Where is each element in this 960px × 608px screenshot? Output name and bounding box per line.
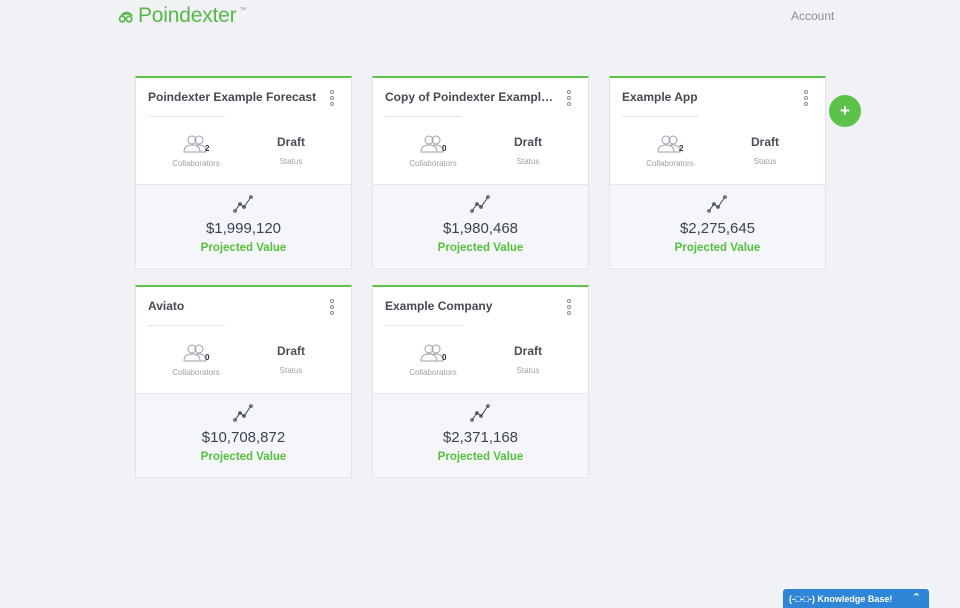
projected-value-amount: $2,371,168 xyxy=(442,429,519,446)
status-block: Draft Status xyxy=(735,135,795,166)
title-divider xyxy=(148,116,225,117)
card-header: Example Company 0 Collaborators Draft Status xyxy=(373,287,588,394)
status-block: Draft Status xyxy=(498,344,558,375)
more-options-icon[interactable] xyxy=(566,299,572,319)
card-header: Copy of Poindexter Example ... 0 Collabora… xyxy=(373,78,588,185)
title-divider xyxy=(622,116,699,117)
projected-value-label: Projected Value xyxy=(437,451,524,463)
knowledge-base-tab[interactable]: (-□-□-) Knowledge Base! ⌃ xyxy=(783,589,929,608)
status-label: Status xyxy=(279,366,303,375)
status-label: Status xyxy=(516,366,540,375)
card-footer: $10,708,872 Projected Value xyxy=(136,394,351,476)
card-title[interactable]: Aviato xyxy=(148,299,185,313)
collaborator-count: 0 xyxy=(442,144,447,153)
top-bar: Poindexter ™ Account xyxy=(0,0,960,34)
title-divider xyxy=(148,325,225,326)
card-title[interactable]: Example Company xyxy=(385,299,493,313)
account-link[interactable]: Account xyxy=(791,9,835,23)
trend-line-icon xyxy=(233,404,253,422)
brand-name: Poindexter xyxy=(138,4,237,27)
status-block: Draft Status xyxy=(261,344,321,375)
collaborators-label: Collaborators xyxy=(409,368,457,377)
collaborator-count: 0 xyxy=(442,353,447,362)
projected-value-amount: $1,980,468 xyxy=(442,220,519,237)
collaborator-count: 2 xyxy=(679,144,684,153)
projected-value-label: Projected Value xyxy=(200,451,287,463)
projected-value-label: Projected Value xyxy=(200,242,287,254)
card-title[interactable]: Copy of Poindexter Example ... xyxy=(385,90,555,104)
card-header: Example App 2 Collaborators Draft Status xyxy=(610,78,825,185)
status-block: Draft Status xyxy=(498,135,558,166)
collaborators-label: Collaborators xyxy=(409,159,457,168)
title-divider xyxy=(385,325,462,326)
collaborators-block: 2 Collaborators xyxy=(166,134,226,168)
collaborators-block: 0 Collaborators xyxy=(403,134,463,168)
collaborator-count: 0 xyxy=(205,353,210,362)
more-options-icon[interactable] xyxy=(329,299,335,319)
card-header: Poindexter Example Forecast 2 Collaborator… xyxy=(136,78,351,185)
collaborators-icon: 2 xyxy=(655,134,685,156)
collaborators-icon: 0 xyxy=(181,343,211,365)
card-title[interactable]: Poindexter Example Forecast xyxy=(148,90,317,104)
chevron-up-icon: ⌃ xyxy=(911,592,921,604)
collaborators-block: 2 Collaborators xyxy=(640,134,700,168)
collaborators-label: Collaborators xyxy=(646,159,694,168)
more-options-icon[interactable] xyxy=(803,90,809,110)
trend-line-icon xyxy=(470,404,490,422)
status-value: Draft xyxy=(276,344,305,358)
card-title[interactable]: Example App xyxy=(622,90,698,104)
status-label: Status xyxy=(279,157,303,166)
forecast-card[interactable]: Poindexter Example Forecast 2 Collaborator… xyxy=(135,76,352,269)
projected-value-amount: $2,275,645 xyxy=(679,220,756,237)
card-header: Aviato 0 Collaborators Draft Status xyxy=(136,287,351,394)
status-value: Draft xyxy=(513,344,542,358)
collaborators-label: Collaborators xyxy=(172,368,220,377)
status-label: Status xyxy=(753,157,777,166)
trend-line-icon xyxy=(233,195,253,213)
brand-trademark: ™ xyxy=(239,7,247,14)
title-divider xyxy=(385,116,462,117)
add-forecast-button[interactable]: + xyxy=(829,95,861,127)
forecast-card[interactable]: Copy of Poindexter Example ... 0 Collabora… xyxy=(372,76,589,269)
collaborators-block: 0 Collaborators xyxy=(166,343,226,377)
status-label: Status xyxy=(516,157,540,166)
card-footer: $1,999,120 Projected Value xyxy=(136,185,351,267)
card-footer: $2,371,168 Projected Value xyxy=(373,394,588,476)
collaborator-count: 2 xyxy=(205,144,210,153)
forecast-card[interactable]: Example Company 0 Collaborators Draft Status… xyxy=(372,285,589,478)
forecast-card[interactable]: Example App 2 Collaborators Draft Status $2,2… xyxy=(609,76,826,269)
projected-value-label: Projected Value xyxy=(674,242,761,254)
projected-value-amount: $10,708,872 xyxy=(201,429,286,446)
knowledge-base-label: (-□-□-) Knowledge Base! xyxy=(789,593,893,604)
poindexter-logo-icon xyxy=(118,11,133,23)
trend-line-icon xyxy=(707,195,727,213)
trend-line-icon xyxy=(470,195,490,213)
collaborators-label: Collaborators xyxy=(172,159,220,168)
more-options-icon[interactable] xyxy=(329,90,335,110)
collaborators-icon: 2 xyxy=(181,134,211,156)
status-block: Draft Status xyxy=(261,135,321,166)
more-options-icon[interactable] xyxy=(566,90,572,110)
collaborators-icon: 0 xyxy=(418,343,448,365)
brand-logo[interactable]: Poindexter ™ xyxy=(118,4,246,28)
forecast-card[interactable]: Aviato 0 Collaborators Draft Status $10,708,8… xyxy=(135,285,352,478)
status-value: Draft xyxy=(750,135,779,149)
card-footer: $2,275,645 Projected Value xyxy=(610,185,825,267)
projected-value-label: Projected Value xyxy=(437,242,524,254)
status-value: Draft xyxy=(513,135,542,149)
status-value: Draft xyxy=(276,135,305,149)
card-footer: $1,980,468 Projected Value xyxy=(373,185,588,267)
projected-value-amount: $1,999,120 xyxy=(205,220,282,237)
collaborators-icon: 0 xyxy=(418,134,448,156)
collaborators-block: 0 Collaborators xyxy=(403,343,463,377)
